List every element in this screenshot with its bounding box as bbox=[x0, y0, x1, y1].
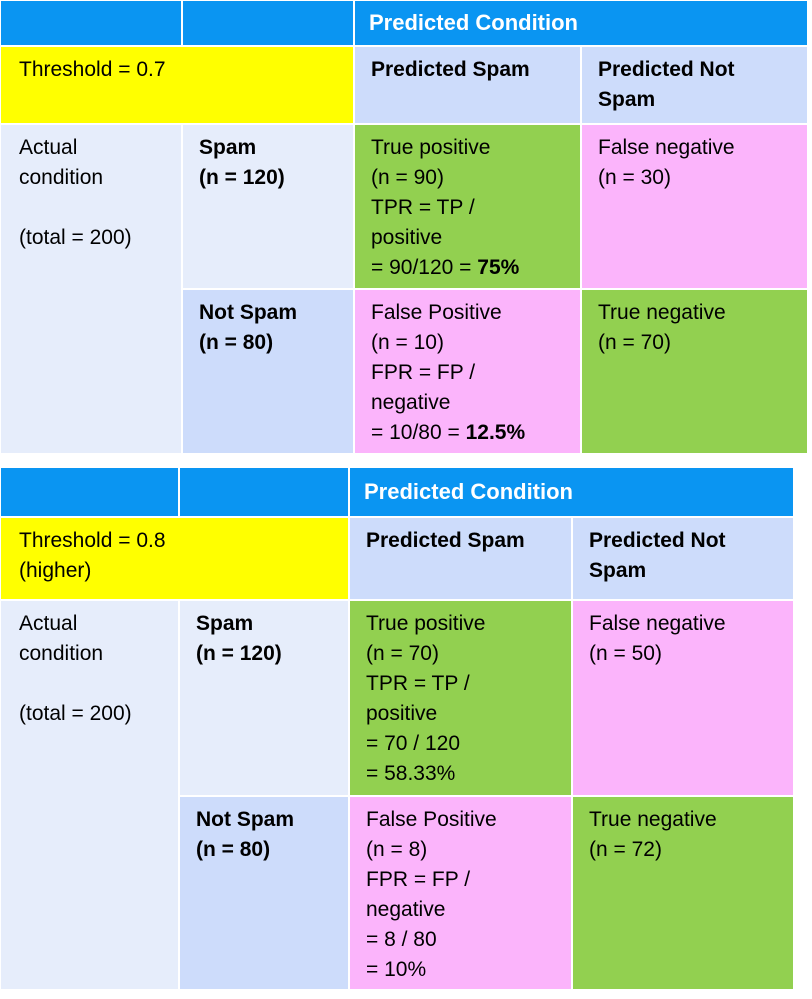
confusion-matrix-threshold-0.7: Predicted Condition Threshold = 0.7 Pred… bbox=[0, 0, 812, 456]
false-positive-cell: False Positive (n = 10) FPR = FP / negat… bbox=[354, 289, 581, 454]
actual-condition-label: Actual condition (total = 200) bbox=[0, 124, 182, 454]
true-negative-cell: True negative (n = 70) bbox=[581, 289, 808, 454]
header-blank-2 bbox=[179, 467, 349, 517]
row-label-not-spam: Not Spam (n = 80) bbox=[182, 289, 354, 454]
false-positive-cell: False Positive (n = 8) FPR = FP / negati… bbox=[349, 796, 572, 990]
actual-condition-label: Actual condition (total = 200) bbox=[0, 600, 179, 990]
threshold-label: Threshold = 0.8 (higher) bbox=[0, 517, 349, 600]
threshold-label: Threshold = 0.7 bbox=[0, 46, 354, 124]
fpr-result: 12.5% bbox=[465, 421, 526, 444]
true-negative-cell: True negative (n = 72) bbox=[572, 796, 794, 990]
header-blank-2 bbox=[182, 0, 354, 46]
confusion-matrix-threshold-0.8: Predicted Condition Threshold = 0.8 (hig… bbox=[0, 467, 812, 999]
col-header-predicted-not-spam: Predicted Not Spam bbox=[581, 46, 808, 124]
row-label-not-spam: Not Spam (n = 80) bbox=[179, 796, 349, 990]
col-header-predicted-spam: Predicted Spam bbox=[354, 46, 581, 124]
row-label-spam: Spam (n = 120) bbox=[179, 600, 349, 796]
predicted-condition-header: Predicted Condition bbox=[354, 0, 808, 46]
true-positive-cell: True positive (n = 70) TPR = TP / positi… bbox=[349, 600, 572, 796]
header-blank-1 bbox=[0, 0, 182, 46]
false-negative-cell: False negative (n = 50) bbox=[572, 600, 794, 796]
predicted-condition-header: Predicted Condition bbox=[349, 467, 794, 517]
header-blank-1 bbox=[0, 467, 179, 517]
tpr-result: 75% bbox=[477, 256, 520, 279]
col-header-predicted-not-spam: Predicted Not Spam bbox=[572, 517, 794, 600]
col-header-predicted-spam: Predicted Spam bbox=[349, 517, 572, 600]
row-label-spam: Spam (n = 120) bbox=[182, 124, 354, 289]
false-negative-cell: False negative (n = 30) bbox=[581, 124, 808, 289]
true-positive-cell: True positive (n = 90) TPR = TP / positi… bbox=[354, 124, 581, 289]
